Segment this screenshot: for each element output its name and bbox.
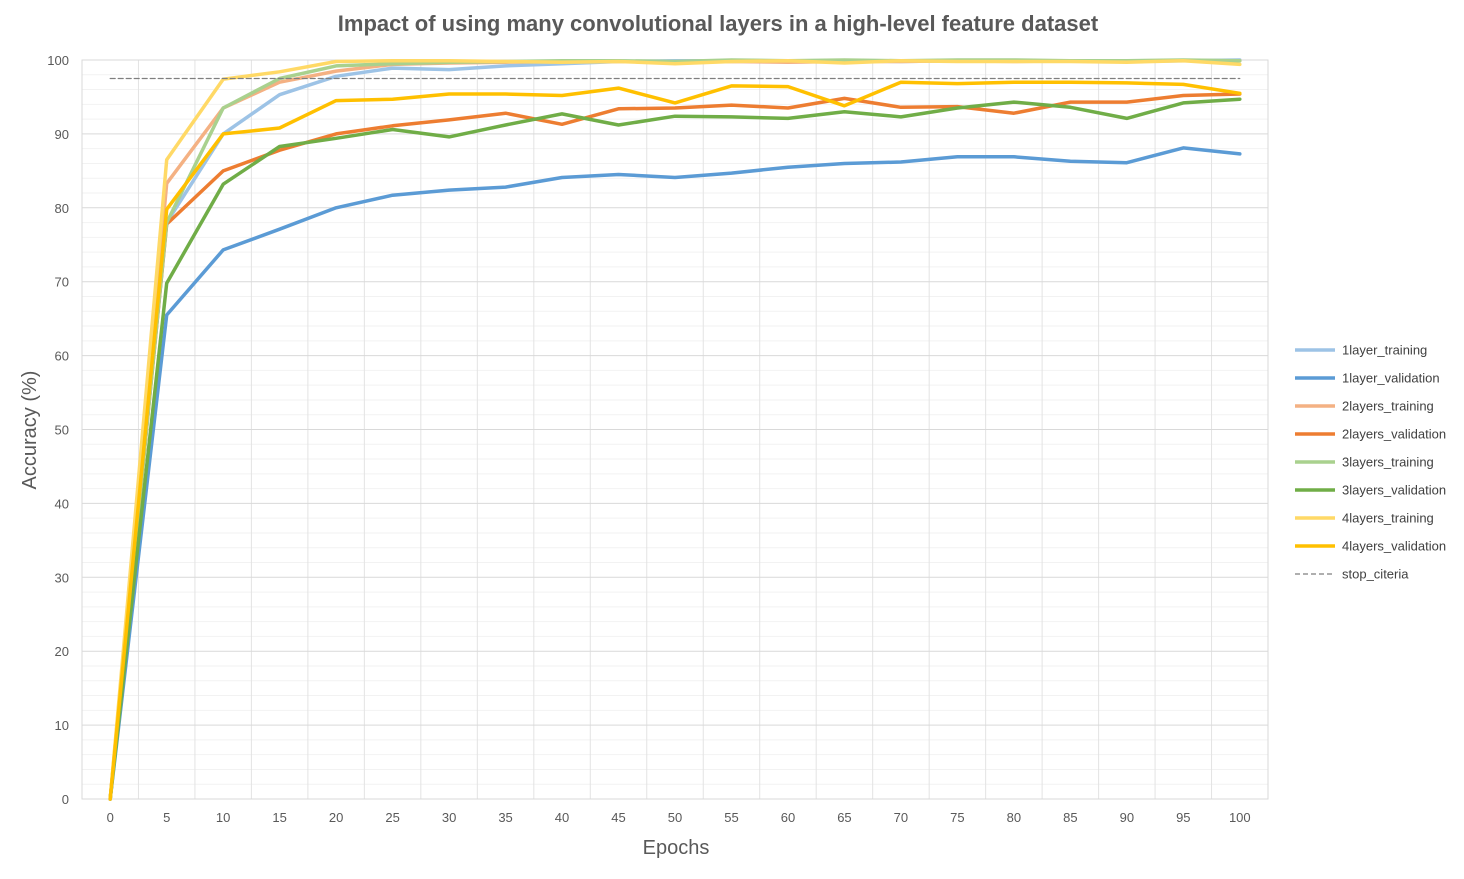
- y-tick-label: 60: [55, 349, 69, 364]
- y-tick-label: 70: [55, 275, 69, 290]
- legend-label: 1layer_training: [1342, 343, 1427, 358]
- x-tick-label: 5: [163, 810, 170, 825]
- x-tick-label: 40: [555, 810, 569, 825]
- x-tick-label: 30: [442, 810, 456, 825]
- x-tick-label: 20: [329, 810, 343, 825]
- y-tick-label: 80: [55, 201, 69, 216]
- x-tick-label: 45: [611, 810, 625, 825]
- legend-label: 3layers_validation: [1342, 483, 1446, 498]
- x-tick-label: 15: [272, 810, 286, 825]
- chart-title: Impact of using many convolutional layer…: [338, 11, 1099, 36]
- x-axis-title: Epochs: [643, 837, 710, 859]
- legend-label: 2layers_training: [1342, 399, 1434, 414]
- y-tick-label: 90: [55, 127, 69, 142]
- y-tick-label: 20: [55, 644, 69, 659]
- legend-label: 2layers_validation: [1342, 427, 1446, 442]
- series-line-4layers_training: [108, 58, 1242, 801]
- x-tick-label: 80: [1007, 810, 1021, 825]
- minor-gridlines: [82, 74, 1268, 785]
- x-axis-ticks: 0 5 10 15 20 25 30 35 40 45 50 55 60 65 70 75 80 85 90 95 10…: [107, 810, 1251, 825]
- y-tick-label: 10: [55, 718, 69, 733]
- x-tick-label: 70: [894, 810, 908, 825]
- series-line-3layers_validation: [108, 97, 1242, 801]
- x-tick-label: 25: [385, 810, 399, 825]
- x-tick-label: 95: [1176, 810, 1190, 825]
- y-tick-label: 40: [55, 496, 69, 511]
- x-tick-label: 55: [724, 810, 738, 825]
- series-lines: [108, 58, 1242, 801]
- y-axis-ticks: 0 10 20 30 40 50 60 70 80 90 100: [47, 53, 69, 807]
- x-tick-label: 90: [1120, 810, 1134, 825]
- x-tick-label: 35: [498, 810, 512, 825]
- x-tick-label: 65: [837, 810, 851, 825]
- x-tick-label: 50: [668, 810, 682, 825]
- major-gridlines: [82, 59, 1268, 800]
- legend-label: 1layer_validation: [1342, 371, 1440, 386]
- y-axis-title: Accuracy (%): [19, 371, 41, 490]
- y-tick-label: 30: [55, 570, 69, 585]
- x-tick-label: 10: [216, 810, 230, 825]
- legend-label: stop_citeria: [1342, 567, 1409, 582]
- legend-label: 3layers_training: [1342, 455, 1434, 470]
- series-line-1layer_validation: [108, 146, 1242, 801]
- y-tick-label: 0: [62, 792, 69, 807]
- y-tick-label: 50: [55, 423, 69, 438]
- series-line-4layers_validation: [108, 80, 1242, 801]
- legend-label: 4layers_validation: [1342, 539, 1446, 554]
- legend-label: 4layers_training: [1342, 511, 1434, 526]
- x-tick-label: 0: [107, 810, 114, 825]
- x-tick-label: 100: [1229, 810, 1251, 825]
- x-tick-label: 60: [781, 810, 795, 825]
- legend: 1layer_training 1layer_validation 2layers_…: [1295, 343, 1446, 582]
- x-tick-label: 75: [950, 810, 964, 825]
- series-line-2layers_validation: [108, 92, 1242, 801]
- y-tick-label: 100: [47, 53, 69, 68]
- x-tick-label: 85: [1063, 810, 1077, 825]
